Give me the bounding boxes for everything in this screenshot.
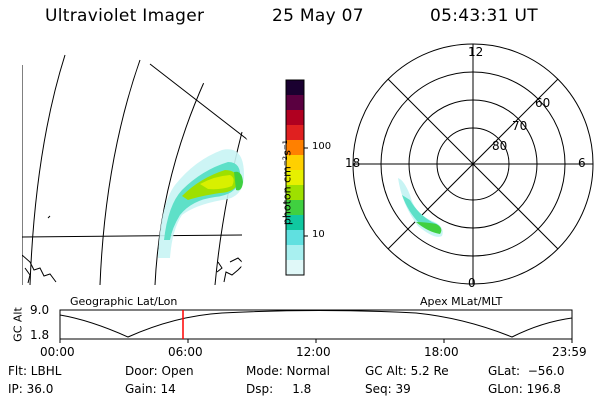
map-edge — [149, 63, 249, 141]
mlt-label-12: 12 — [468, 45, 484, 59]
colorbar-unit-label: photon cm⁻²s⁻¹ — [280, 139, 294, 226]
latitude-line — [22, 234, 243, 238]
coastline — [24, 267, 31, 284]
polar-plot — [352, 43, 594, 285]
colorbar-frame — [285, 79, 305, 276]
meridian-line — [154, 79, 206, 285]
altitude-plot — [59, 309, 573, 343]
colorbar-swatch — [286, 215, 304, 231]
colorbar-swatch — [286, 95, 304, 111]
altitude-ytick-top: 9.0 — [30, 303, 50, 317]
colorbar-swatch — [286, 140, 304, 156]
meridian-line — [214, 131, 243, 285]
mlt-label-6: 6 — [578, 156, 586, 170]
aurora-emission-polar — [398, 178, 443, 237]
mlt-label-18: 18 — [345, 156, 361, 170]
aurora-emission-geo — [158, 149, 244, 258]
colorbar-swatch — [286, 170, 304, 186]
info-door: Door: Open — [125, 364, 194, 378]
info-dsp: Dsp: 1.8 — [246, 382, 312, 396]
info-gc-alt: GC Alt: 5.2 Re — [365, 364, 449, 378]
info-ip: IP: 36.0 — [8, 382, 54, 396]
xtick-0000: 00:00 — [40, 345, 75, 359]
time-label: 05:43:31 UT — [430, 6, 538, 26]
mlat-label-60: 60 — [535, 96, 551, 110]
colorbar-tick-10: 10 — [312, 229, 325, 240]
altitude-plot-frame — [59, 309, 573, 340]
meridian-line — [99, 59, 141, 285]
geo-panel-label: Geographic Lat/Lon — [70, 295, 178, 308]
geographic-map — [22, 54, 249, 285]
coastline — [22, 254, 57, 283]
altitude-ylabel: GC Alt — [11, 307, 25, 342]
colorbar-swatch — [286, 260, 304, 276]
info-seq: Seq: 39 — [365, 382, 411, 396]
colorbar — [285, 79, 305, 276]
colorbar-swatch — [286, 245, 304, 261]
mlat-label-80: 80 — [492, 139, 508, 153]
info-glat: GLat: −56.0 — [488, 364, 565, 378]
xtick-1800: 18:00 — [424, 345, 459, 359]
coastline — [223, 257, 245, 283]
altitude-curve — [59, 310, 573, 338]
coastline — [216, 261, 223, 273]
polar-panel-label: Apex MLat/MLT — [420, 295, 503, 308]
mlt-label-0: 0 — [468, 276, 476, 290]
mlat-label-70: 70 — [512, 119, 528, 133]
colorbar-swatch — [286, 185, 304, 201]
colorbar-swatch — [286, 200, 304, 216]
info-gain: Gain: 14 — [125, 382, 176, 396]
colorbar-swatch — [286, 125, 304, 141]
info-glon: GLon: 196.8 — [488, 382, 561, 396]
colorbar-swatch — [286, 110, 304, 126]
coastline — [47, 215, 51, 219]
date-label: 25 May 07 — [272, 6, 364, 26]
xtick-1200: 12:00 — [296, 345, 331, 359]
info-mode: Mode: Normal — [246, 364, 330, 378]
info-filter: Flt: LBHL — [8, 364, 62, 378]
app-title: Ultraviolet Imager — [45, 6, 205, 26]
xtick-0600: 06:00 — [168, 345, 203, 359]
colorbar-tick-100: 100 — [312, 141, 332, 152]
colorbar-swatch — [286, 80, 304, 96]
meridian-line — [29, 54, 66, 285]
colorbar-swatch — [286, 155, 304, 171]
colorbar-swatch — [286, 230, 304, 246]
xtick-2359: 23:59 — [552, 345, 587, 359]
altitude-ytick-bottom: 1.8 — [30, 328, 50, 342]
